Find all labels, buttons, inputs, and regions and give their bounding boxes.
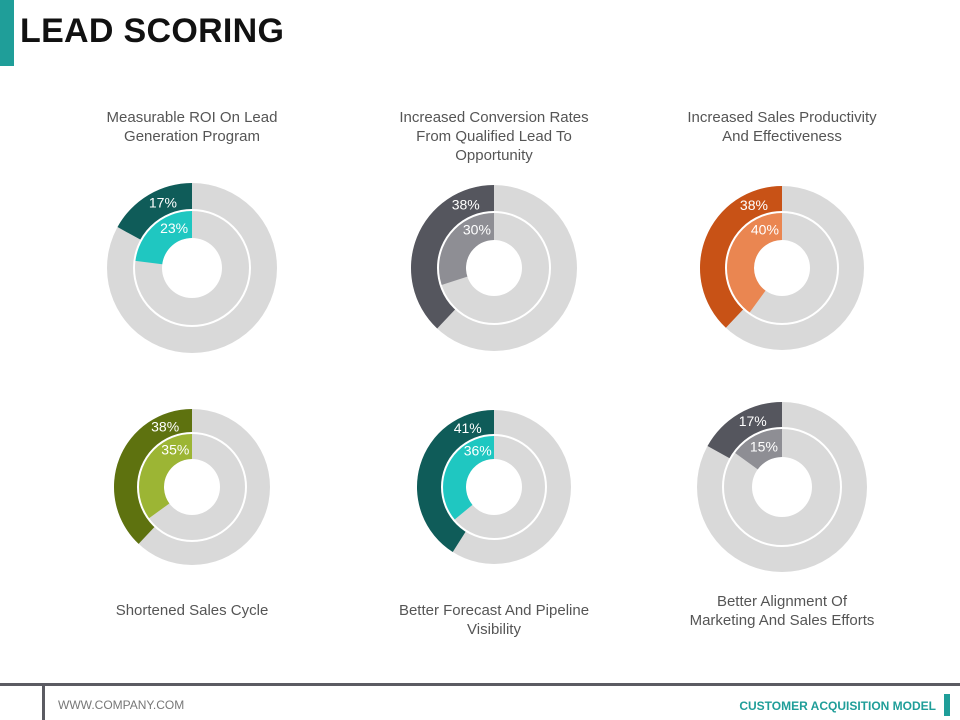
donut-2-outer-label: 38% (740, 197, 768, 213)
chart-2-title: Increased Sales Productivity And Effecti… (687, 109, 877, 145)
donut-0-separator (133, 209, 251, 327)
donut-chart-4: 41%36% (416, 410, 571, 564)
donut-5-separator (722, 427, 842, 547)
donut-3-outer-label: 38% (151, 419, 179, 435)
footer-deck-name: CUSTOMER ACQUISITION MODEL (739, 699, 936, 713)
donut-3-separator (137, 432, 247, 542)
donut-1-inner-label: 30% (463, 222, 491, 238)
donut-3-inner-label: 35% (161, 442, 189, 458)
donut-chart-5: 17% 15% (697, 402, 867, 572)
donut-2-separator (725, 211, 839, 325)
footer-left-accent (42, 686, 45, 720)
donut-5-outer-label: 17% (739, 413, 767, 429)
donut-chart-3: 38%35% (114, 409, 270, 565)
donut-1-separator (437, 211, 551, 325)
footer-website: WWW.COMPANY.COM (58, 698, 185, 712)
donut-1-inner-segment (438, 212, 494, 286)
donut-chart-2: 38% 40% (700, 186, 864, 350)
chart-3-title: Shortened Sales Cycle (115, 602, 269, 619)
donut-4-inner-segment (442, 435, 494, 521)
donut-3-inner-segment (138, 433, 192, 519)
chart-5-title: Better Alignment Of Marketing And Sales … (689, 593, 875, 629)
donut-1-outer-segment (410, 185, 494, 329)
donut-chart-1: 38% 30% (410, 185, 577, 351)
chart-1-title: Increased Conversion Rates From Qualifie… (399, 109, 589, 164)
donut-0-inner-label: 23% (160, 220, 188, 236)
donut-0-outer-label: 17% (149, 195, 177, 211)
donut-0-outer-segment (117, 183, 192, 241)
chart-0-title: Measurable ROI On Lead Generation Progra… (106, 109, 278, 145)
donut-4-outer-label: 41% (454, 420, 482, 436)
donut-1-outer-label: 38% (452, 197, 480, 213)
page-title: LEAD SCORING (20, 12, 285, 50)
donut-2-outer-segment (700, 186, 782, 328)
donut-5-outer-segment (707, 402, 782, 459)
donut-chart-0: 17% 23% (107, 183, 277, 353)
donut-5-inner-segment (734, 428, 782, 470)
title-accent-bar (0, 0, 14, 66)
donut-3-outer-segment (114, 409, 192, 544)
footer-divider (0, 683, 960, 686)
donut-4-inner-label: 36% (464, 442, 492, 458)
donut-2-inner-label: 40% (751, 222, 779, 238)
donut-0-inner-segment (134, 210, 192, 265)
donut-4-separator (441, 434, 547, 540)
donut-4-outer-segment (416, 410, 494, 553)
donut-5-inner-label: 15% (750, 438, 778, 454)
donut-2-inner-segment (726, 212, 782, 314)
footer-right-accent (944, 694, 950, 716)
chart-4-title: Better Forecast And Pipeline Visibility (398, 602, 590, 638)
